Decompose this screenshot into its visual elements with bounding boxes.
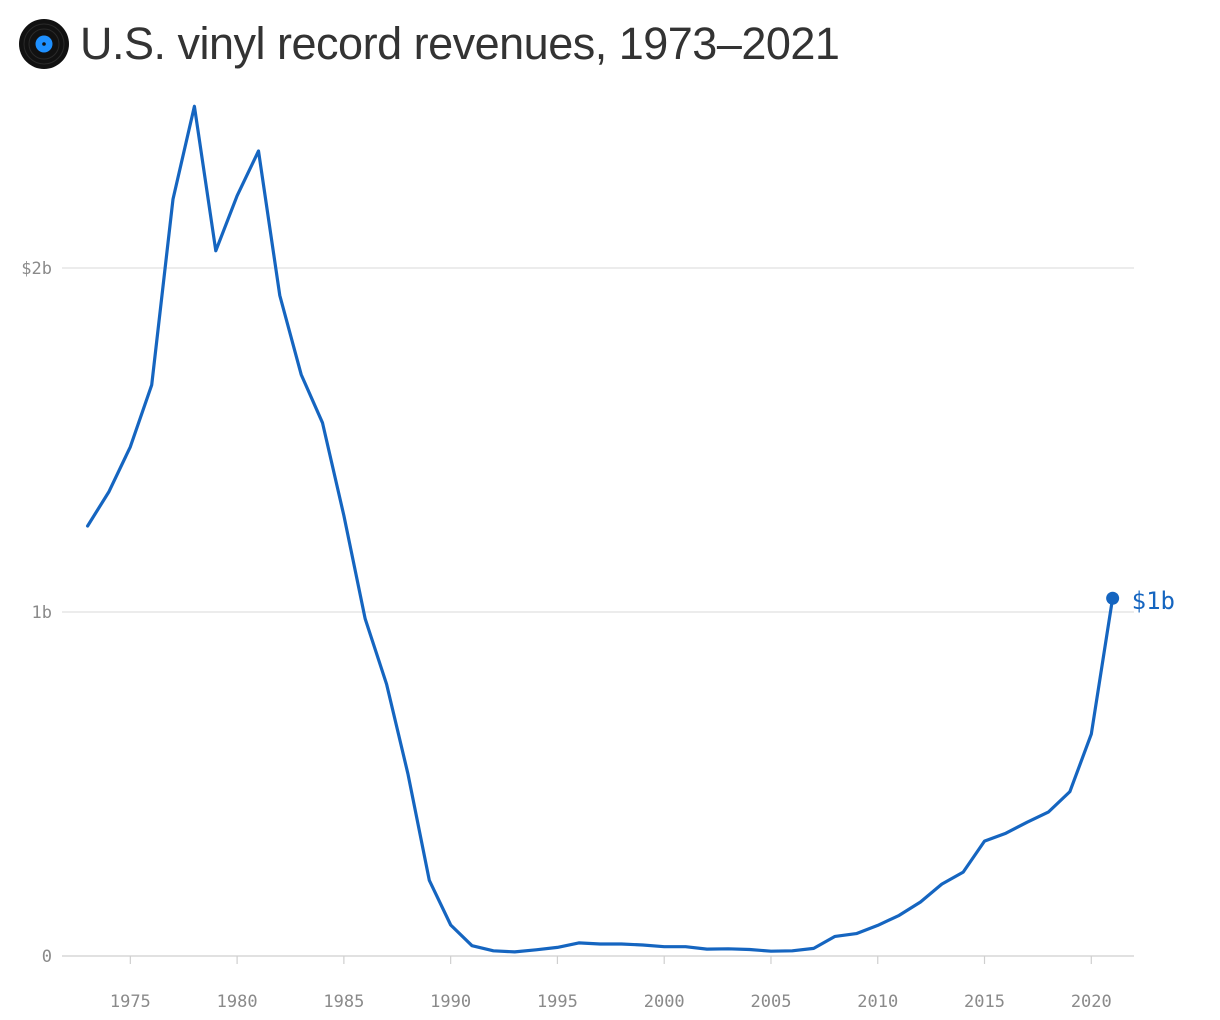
chart-title: U.S. vinyl record revenues, 1973–2021 [80, 18, 840, 69]
x-tick-label: 1985 [323, 992, 364, 1012]
end-value-label: $1b [1132, 587, 1175, 615]
x-tick-label: 1975 [110, 992, 151, 1012]
x-tick-label: 2000 [644, 992, 685, 1012]
x-tick-label: 2005 [750, 992, 791, 1012]
vinyl-record-icon [19, 19, 69, 69]
x-tick-label: 2010 [857, 992, 898, 1012]
title-row: U.S. vinyl record revenues, 1973–2021 [18, 14, 840, 74]
series-line [85, 104, 1115, 954]
x-tick-label: 1980 [217, 992, 258, 1012]
x-tick-label: 2015 [964, 992, 1005, 1012]
x-tick-label: 1990 [430, 992, 471, 1012]
end-point [1106, 591, 1120, 605]
y-tick-label: 0 [42, 947, 52, 967]
x-tick-label: 2020 [1071, 992, 1112, 1012]
y-tick-label: 1b [32, 603, 52, 623]
x-tick-label: 1995 [537, 992, 578, 1012]
y-tick-label: $2b [21, 259, 52, 279]
